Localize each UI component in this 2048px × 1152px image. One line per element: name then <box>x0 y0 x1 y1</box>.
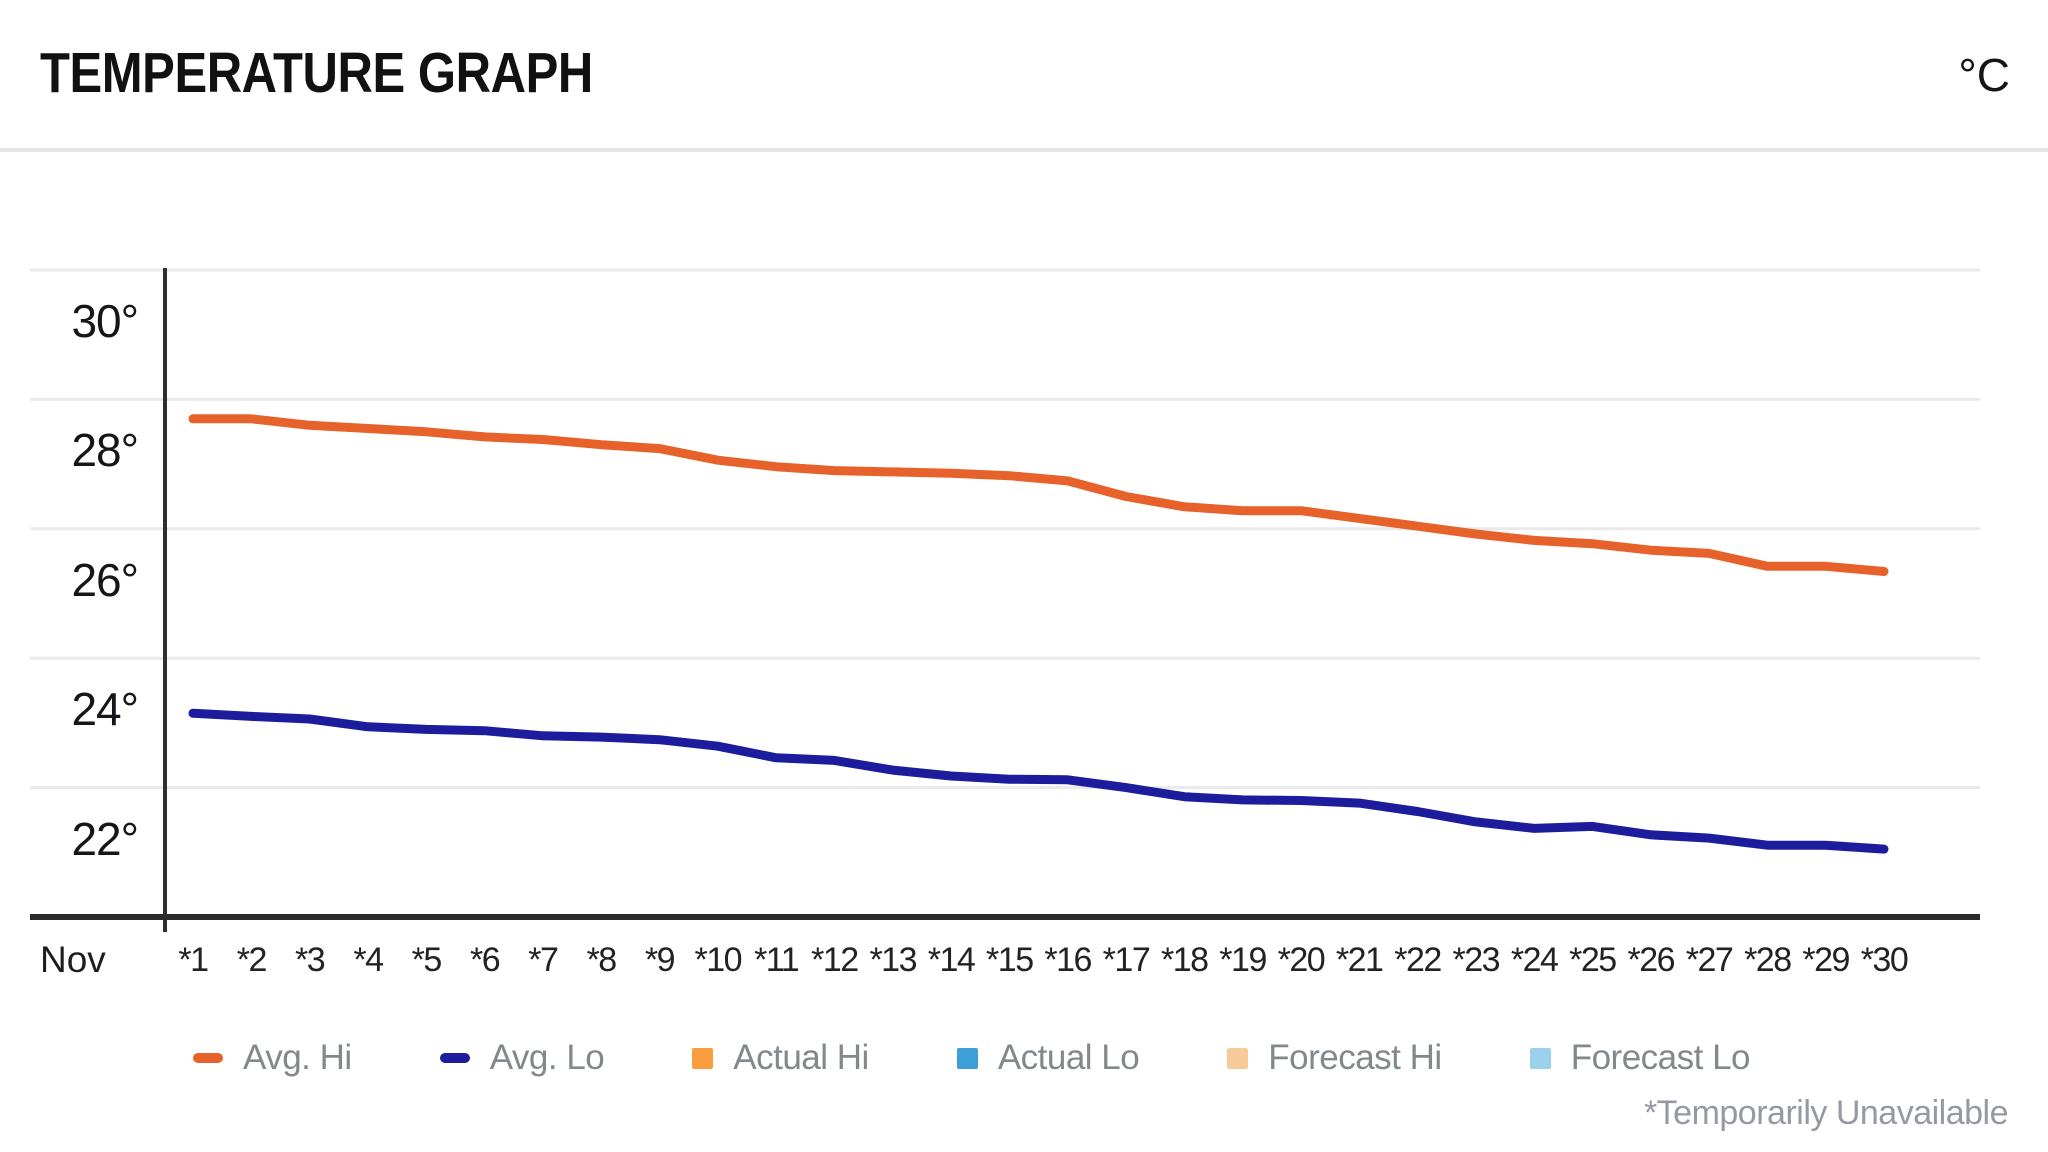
avg-hi-line <box>188 414 1889 576</box>
x-tick-label-25: *25 <box>1569 941 1617 979</box>
x-tick-label-12: *12 <box>811 941 859 979</box>
x-tick-label-28: *28 <box>1744 941 1792 979</box>
legend-item-avg-lo[interactable]: Avg. Lo <box>439 1038 605 1078</box>
x-tick-label-23: *23 <box>1452 941 1501 979</box>
x-tick-label-18: *18 <box>1160 941 1209 979</box>
x-tick-label-19: *19 <box>1219 941 1267 979</box>
y-tick-label-22: 22° <box>71 812 139 865</box>
x-tick-label-2: *2 <box>236 941 268 979</box>
x-tick-label-9: *9 <box>644 941 676 979</box>
footnote: *Temporarily Unavailable <box>1643 1094 2009 1132</box>
x-tick-label-24: *24 <box>1510 941 1559 979</box>
x-tick-label-8: *8 <box>586 941 618 979</box>
legend-label-forecast-lo: Forecast Lo <box>1570 1038 1751 1077</box>
y-tick-label-24: 24° <box>71 683 139 736</box>
x-tick-label-21: *21 <box>1335 941 1384 979</box>
gridlines <box>30 268 1980 790</box>
x-tick-label-16: *16 <box>1044 941 1092 979</box>
legend-label-actual-hi: Actual Hi <box>733 1038 869 1077</box>
legend-label-forecast-hi: Forecast Hi <box>1268 1038 1442 1077</box>
month-label: Nov <box>40 939 106 980</box>
header-divider <box>0 148 2048 152</box>
x-tick-label-29: *29 <box>1802 941 1850 979</box>
x-tick-label-3: *3 <box>295 941 326 979</box>
legend-label-actual-lo: Actual Lo <box>997 1038 1140 1077</box>
legend-label-avg-hi: Avg. Hi <box>243 1038 352 1077</box>
x-tick-label-30: *30 <box>1860 941 1909 979</box>
x-tick-label-6: *6 <box>469 941 501 979</box>
x-tick-label-15: *15 <box>986 941 1034 979</box>
actual-lo-swatch-icon <box>956 1047 978 1069</box>
x-tick-label-4: *4 <box>353 941 384 979</box>
avg-hi-swatch-icon <box>193 1053 223 1063</box>
page-title: TEMPERATURE GRAPH <box>40 41 593 105</box>
x-tick-label-7: *7 <box>528 941 559 979</box>
x-tick-label-27: *27 <box>1685 941 1734 979</box>
series-lines <box>188 414 1889 854</box>
actual-hi-swatch-icon <box>692 1047 714 1069</box>
x-tick-label-14: *14 <box>927 941 976 979</box>
legend-item-actual-lo[interactable]: Actual Lo <box>956 1038 1140 1078</box>
forecast-lo-swatch-icon <box>1529 1047 1551 1069</box>
avg-lo-line <box>188 708 1889 854</box>
x-tick-label-1: *1 <box>178 941 209 979</box>
unit-label: °C <box>1958 49 2010 101</box>
x-tick-label-5: *5 <box>411 941 443 979</box>
legend-item-forecast-hi[interactable]: Forecast Hi <box>1227 1038 1442 1078</box>
x-tick-label-17: *17 <box>1102 941 1151 979</box>
forecast-hi-swatch-icon <box>1227 1047 1249 1069</box>
legend-item-forecast-lo[interactable]: Forecast Lo <box>1529 1038 1751 1078</box>
x-tick-label-20: *20 <box>1277 941 1326 979</box>
avg-lo-swatch-icon <box>439 1053 470 1063</box>
legend-item-actual-hi[interactable]: Actual Hi <box>692 1038 869 1078</box>
legend: Avg. Hi Avg. Lo Actual Hi Actual Lo Forecast… <box>193 1036 1751 1080</box>
x-tick-label-13: *13 <box>869 941 917 979</box>
x-tick-label-11: *11 <box>754 941 800 979</box>
y-tick-label-28: 28° <box>71 424 139 477</box>
y-tick-label-26: 26° <box>71 553 139 606</box>
x-tick-label-10: *10 <box>694 941 743 979</box>
legend-item-avg-hi[interactable]: Avg. Hi <box>193 1038 352 1078</box>
y-tick-label-30: 30° <box>71 295 139 347</box>
x-tick-label-22: *22 <box>1394 941 1442 979</box>
legend-label-avg-lo: Avg. Lo <box>489 1038 605 1077</box>
x-tick-label-26: *26 <box>1627 941 1675 979</box>
